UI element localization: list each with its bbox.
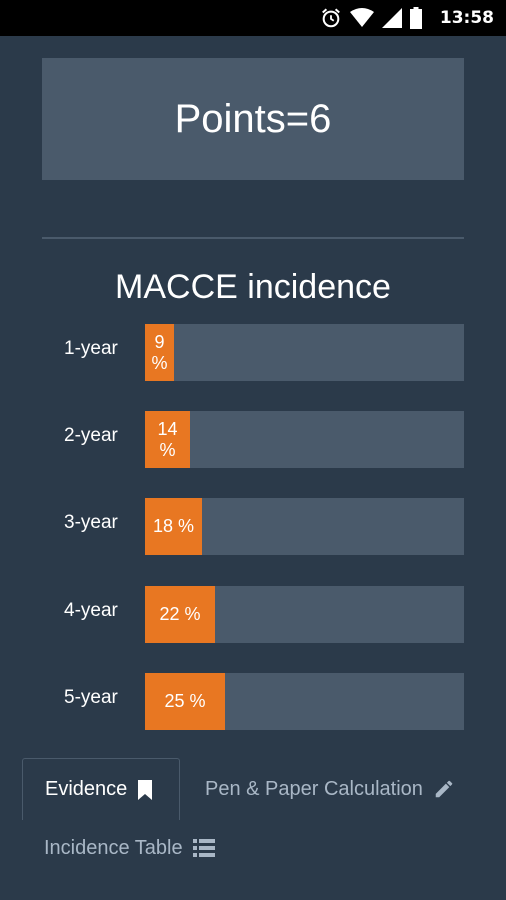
bar-value: 14 % [157,418,178,460]
bar-fill: 25 % [145,673,225,730]
row-label: 1-year [64,338,118,359]
incidence-chart: 1-year 9 % 2-year 14 % 3-year 18 % 4-yea… [0,324,506,730]
alarm-icon [321,8,340,28]
signal-icon [381,8,402,28]
bar-track: 14 % [145,411,464,468]
bar-track: 9 % [145,324,464,381]
clock: 13:58 [439,8,494,28]
row-label: 2-year [64,425,118,446]
points-card: Points=6 [42,58,464,180]
pencil-icon [433,778,455,800]
row-label: 5-year [64,687,118,708]
status-bar: 13:58 [0,0,506,36]
bar-value: 18 % [152,516,195,536]
row-label: 3-year [64,512,118,533]
bar-value: 22 % [159,604,201,624]
row-label: 4-year [64,600,118,621]
bottom-tabs: Evidence Pen & Paper Calculation Inciden… [0,758,506,900]
incidence-title: MACCE incidence [115,268,391,306]
battery-icon [409,7,422,29]
bar-value: 9 % [151,331,168,373]
bar-fill: 22 % [145,586,215,643]
bar-value: 25 % [164,691,206,711]
bar-track: 18 % [145,498,464,555]
incidence-row: 5-year 25 % [0,673,506,730]
wifi-icon [349,8,374,27]
tab-incidence-table[interactable]: Incidence Table [44,828,215,868]
bar-fill: 18 % [145,498,202,555]
bar-track: 22 % [145,586,464,643]
bar-fill: 9 % [145,324,174,381]
incidence-row: 3-year 18 % [0,498,506,555]
tab-pen-paper-label: Pen & Paper Calculation [205,777,423,800]
incidence-row: 4-year 22 % [0,586,506,643]
incidence-row: 2-year 14 % [0,411,506,468]
points-text: Points=6 [174,96,332,141]
tab-pen-paper-calculation[interactable]: Pen & Paper Calculation [205,758,455,820]
bar-track: 25 % [145,673,464,730]
status-icons: 13:58 [320,0,506,36]
divider [42,237,464,239]
tab-evidence[interactable]: Evidence [22,758,180,820]
incidence-row: 1-year 9 % [0,324,506,381]
bookmark-icon [137,779,153,800]
bar-fill: 14 % [145,411,190,468]
list-icon [192,838,215,858]
tab-incidence-table-label: Incidence Table [44,836,183,859]
tab-evidence-label: Evidence [45,778,128,800]
